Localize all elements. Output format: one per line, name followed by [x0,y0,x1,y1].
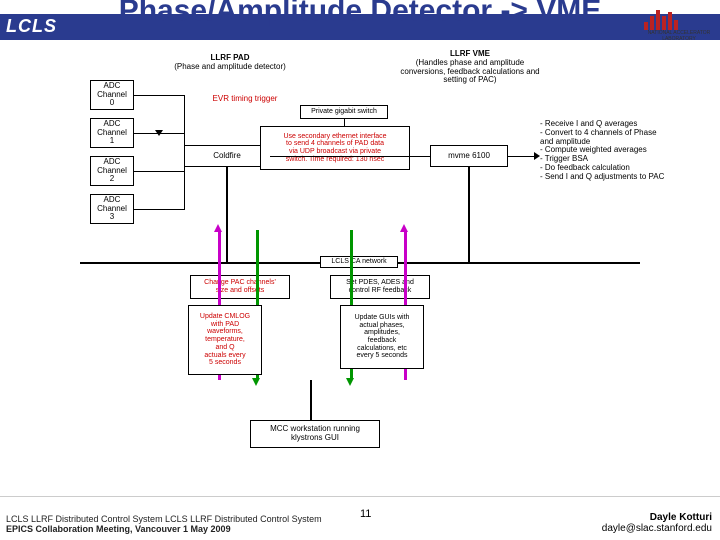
line [134,95,184,96]
header: LCLS Phase/Amplitude Detector -> VME NAT… [0,0,720,48]
set-box: Set PDES, ADES and control RF feedback [330,275,430,299]
adc-ch1: ADC Channel 1 [90,118,134,148]
secondary-eth-box: Use secondary ethernet interface to send… [260,126,410,170]
pad-header: LLRF PAD(Phase and amplitude detector) [170,54,290,72]
arrow-down-icon [346,378,354,386]
mcc-box: MCC workstation running klystrons GUI [250,420,380,448]
footer-right: Dayle Kotturi dayle@slac.stanford.edu [602,512,712,534]
line [226,167,228,262]
coldfire-box: Coldfire [184,145,270,167]
line [344,119,345,126]
slac-logo: NATIONAL ACCELERATOR LABORATORY [644,10,714,40]
line [508,156,536,157]
mvme-box: mvme 6100 [430,145,508,167]
slide-title: Phase/Amplitude Detector -> VME [90,0,630,28]
evr-label: EVR timing trigger [200,95,290,104]
page-number: 11 [360,508,371,520]
update-cmlog: Update CMLOG with PAD waveforms, tempera… [188,305,262,375]
line [134,209,184,210]
private-switch: Private gigabit switch [300,105,388,119]
change-box: Change PAC channels' size and offsets [190,275,290,299]
slac-sublabel: NATIONAL ACCELERATOR LABORATORY [644,30,714,42]
arrow-up-icon [214,224,222,232]
diagram: LLRF PAD(Phase and amplitude detector) L… [0,50,720,490]
vme-header: LLRF VME(Handles phase and amplitude con… [380,50,560,85]
right-notes: - Receive I and Q averages - Convert to … [540,120,710,182]
lcls-logo: LCLS [6,16,57,37]
arrow-right-icon [534,152,540,160]
arrow-down-icon [155,130,163,136]
sca-label: LCLS CA network [320,256,398,268]
adc-ch0: ADC Channel 0 [90,80,134,110]
line [468,167,470,262]
line [310,380,312,420]
arrow-down-icon [252,378,260,386]
line [270,156,430,157]
footer-bar: LCLS LLRF Distributed Control System LCL… [0,496,720,540]
footer-left: LCLS LLRF Distributed Control System LCL… [6,514,322,534]
adc-ch2: ADC Channel 2 [90,156,134,186]
update-gui: Update GUIs with actual phases, amplitud… [340,305,424,369]
adc-ch3: ADC Channel 3 [90,194,134,224]
line [134,171,184,172]
arrow-up-icon [400,224,408,232]
